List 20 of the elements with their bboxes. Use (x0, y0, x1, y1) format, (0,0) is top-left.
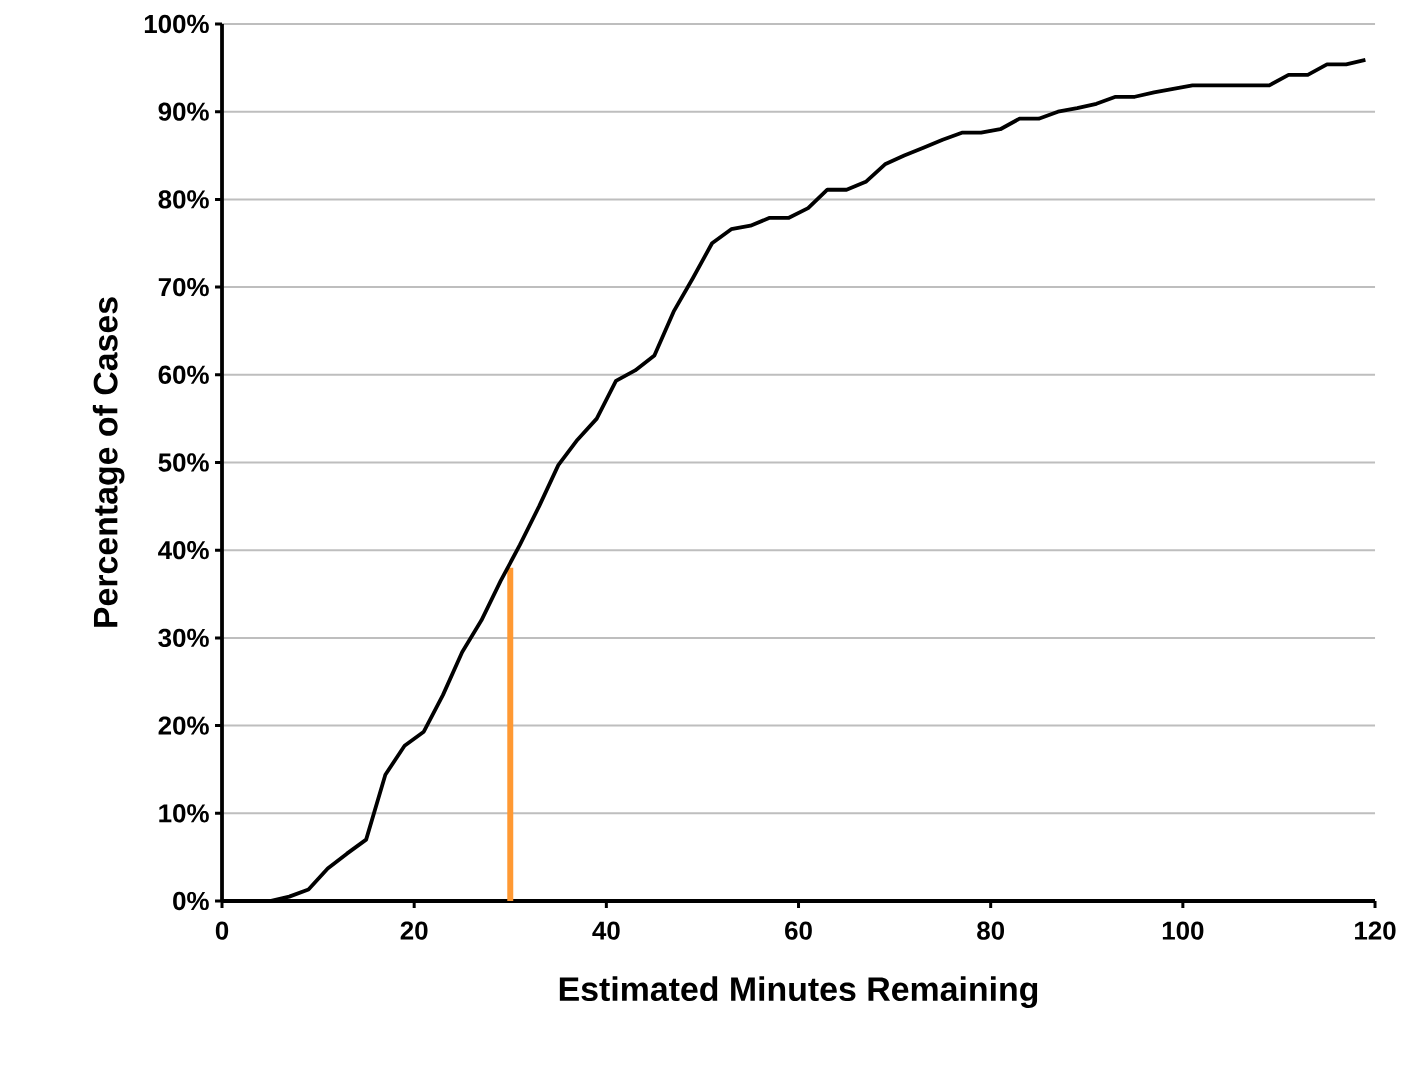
y-tick-label: 10% (159, 804, 209, 823)
y-axis-title: Percentage of Cases (92, 297, 125, 627)
x-tick-label: 100 (1162, 921, 1204, 940)
y-tick-label: 0% (173, 891, 209, 911)
y-tick-label: 70% (158, 277, 209, 297)
y-tick-label: 40% (158, 541, 209, 560)
y-tick-label: 50% (158, 453, 209, 472)
y-tick-label: 80% (158, 190, 209, 209)
x-tick-label: 80 (977, 921, 1005, 940)
x-tick-label: 120 (1355, 921, 1396, 940)
x-axis-title: Estimated Minutes Remaining (559, 976, 1038, 1008)
x-tick-label: 0 (215, 921, 229, 940)
y-tick-label: 20% (158, 716, 209, 735)
y-tick-label: 60% (158, 365, 209, 384)
x-tick-label: 60 (785, 921, 812, 940)
x-tick-label: 20 (400, 921, 428, 940)
y-tick-label: 90% (158, 102, 209, 121)
x-tick-label: 40 (592, 921, 620, 940)
y-tick-label: 100% (144, 14, 209, 34)
y-tick-label: 30% (158, 628, 209, 648)
